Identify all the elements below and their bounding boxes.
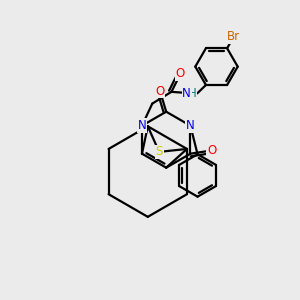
Text: N: N bbox=[138, 119, 146, 132]
Text: S: S bbox=[155, 146, 163, 158]
Text: Br: Br bbox=[227, 30, 240, 43]
Text: O: O bbox=[207, 144, 216, 157]
Text: O: O bbox=[176, 68, 185, 80]
Text: O: O bbox=[155, 85, 165, 98]
Text: N: N bbox=[182, 87, 191, 100]
Text: N: N bbox=[186, 119, 195, 132]
Text: H: H bbox=[188, 87, 197, 100]
